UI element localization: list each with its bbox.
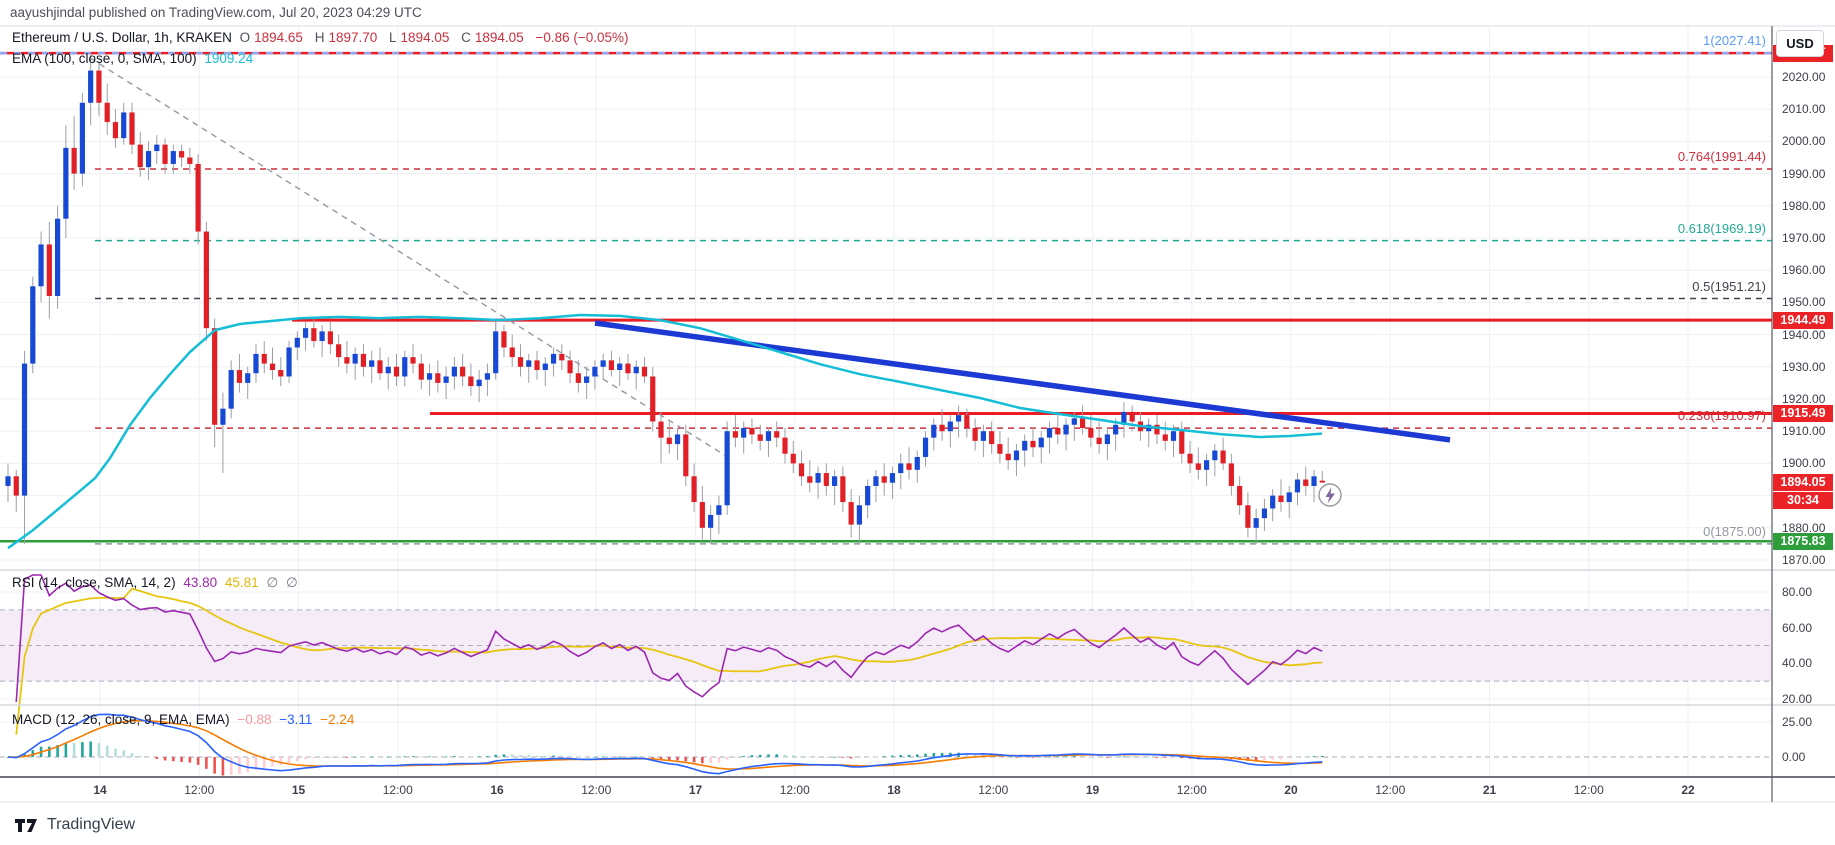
time-axis-label: 15 [291, 783, 306, 797]
ohlc-high: H 1897.70 [314, 30, 378, 45]
macd-pane-series [6, 713, 1324, 776]
ohlc-close: C 1894.05 [461, 30, 524, 45]
fib-level-label: 1(2027.41) [1703, 33, 1766, 49]
rsi-legend[interactable]: RSI (14, close, SMA, 14, 2) 43.80 45.81 … [12, 575, 302, 591]
rsi-band-empty-icon: ∅ [266, 575, 279, 590]
price-axis-label: 1980.00 [1782, 198, 1826, 213]
price-axis-label: 1970.00 [1782, 231, 1826, 245]
rsi-axis-label: 80.00 [1782, 585, 1813, 599]
price-axis-label: 2010.00 [1782, 102, 1826, 117]
change-value: −0.86 (−0.05%) [535, 30, 629, 45]
rsi-band [0, 609, 1772, 682]
price-axis-label: 1950.00 [1782, 295, 1826, 310]
trendlines [89, 57, 1451, 456]
rsi-sma-value: 45.81 [224, 575, 259, 590]
rsi-axis-label: 60.00 [1782, 620, 1813, 635]
price-chip-1915.49: 1915.49 [1773, 405, 1833, 423]
time-axis-label: 20 [1284, 783, 1298, 797]
price-axis-label: 2020.00 [1782, 70, 1826, 84]
time-axis-label: 17 [688, 783, 703, 797]
symbol-title: Ethereum / U.S. Dollar, 1h, KRAKEN [12, 30, 232, 45]
ohlc-open: O 1894.65 [239, 30, 303, 45]
rsi-band-empty-icon: ∅ [285, 575, 298, 590]
macd-legend[interactable]: MACD (12, 26, close, 9, EMA, EMA) −0.88 … [12, 712, 358, 727]
price-chip-1944.49: 1944.49 [1773, 311, 1833, 329]
macd-axis-label: 25.00 [1782, 715, 1813, 729]
ema-line [7, 313, 1323, 550]
price-axis-label: 1910.00 [1782, 424, 1826, 439]
rsi-pane-series [15, 574, 1323, 735]
support-price-chip: 1875.83 [1773, 532, 1833, 550]
fib-level-label: 0.764(1991.44) [1677, 148, 1766, 164]
fib-level-label: 0.236(1910.97) [1677, 408, 1766, 424]
rsi-axis-label: 20.00 [1782, 691, 1813, 706]
price-axis-label: 1920.00 [1782, 392, 1826, 406]
fib-level-label: 0.5(1951.21) [1692, 278, 1766, 294]
ema-title: EMA (100, close, 0, SMA, 100) [12, 51, 197, 66]
tradingview-logo[interactable]: TradingView [14, 816, 135, 834]
currency-button[interactable]: USD [1776, 30, 1824, 57]
frame-lines [0, 25, 1835, 803]
time-axis-label: 12:00 [184, 783, 215, 797]
fib-level-label: 0(1875.00) [1703, 523, 1766, 539]
time-axis-label: 19 [1085, 783, 1100, 797]
tradingview-logo-icon [15, 818, 37, 832]
fib-level-label: 0.618(1969.19) [1677, 220, 1766, 236]
time-axis-label: 14 [93, 783, 107, 797]
bar-countdown-chip: 30:34 [1773, 491, 1833, 509]
macd-hist-value: −0.88 [237, 712, 272, 727]
price-axis-label: 1960.00 [1782, 263, 1826, 278]
price-axis-label: 1940.00 [1782, 327, 1826, 342]
ema-legend[interactable]: EMA (100, close, 0, SMA, 100) 1909.24 [12, 51, 257, 66]
ohlc-low: L 1894.05 [389, 30, 450, 45]
symbol-legend[interactable]: Ethereum / U.S. Dollar, 1h, KRAKEN O 1894… [12, 30, 633, 45]
macd-signal-value: −2.24 [320, 712, 355, 727]
time-axis-label: 12:00 [779, 783, 810, 797]
time-axis-label: 12:00 [1375, 783, 1406, 797]
time-axis-label: 16 [490, 783, 504, 797]
ema-value: 1909.24 [204, 51, 254, 66]
rsi-value: 43.80 [183, 575, 218, 590]
fib-levels [0, 51, 1772, 545]
time-axis-label: 12:00 [978, 783, 1009, 797]
time-axis-label: 12:00 [1176, 783, 1207, 797]
price-axis-label: 1880.00 [1782, 520, 1826, 535]
price-axis-label: 2000.00 [1782, 134, 1826, 149]
time-axis-label: 12:00 [581, 783, 612, 797]
time-axis-label: 22 [1681, 783, 1695, 797]
price-axis-label: 1900.00 [1782, 456, 1826, 471]
candles [5, 54, 1325, 544]
price-axis-label: 1990.00 [1782, 166, 1826, 181]
rsi-title: RSI (14, close, SMA, 14, 2) [12, 575, 176, 590]
rsi-axis-label: 40.00 [1782, 656, 1813, 671]
tradingview-logo-text: TradingView [47, 816, 136, 833]
price-axis-label: 1930.00 [1782, 359, 1826, 374]
time-axis-label: 21 [1482, 783, 1497, 797]
time-axis-label: 18 [887, 783, 901, 797]
time-axis-label: 12:00 [382, 783, 413, 797]
macd-line-value: −3.11 [279, 712, 313, 727]
byline: aayushjindal published on TradingView.co… [10, 5, 422, 20]
lightning-button[interactable] [1318, 483, 1342, 507]
macd-axis-label: 0.00 [1782, 750, 1806, 764]
time-axis-label: 12:00 [1573, 783, 1604, 797]
price-axis-label: 1870.00 [1782, 553, 1826, 567]
last-price-chip: 1894.05 [1773, 474, 1833, 492]
macd-title: MACD (12, 26, close, 9, EMA, EMA) [12, 712, 230, 727]
